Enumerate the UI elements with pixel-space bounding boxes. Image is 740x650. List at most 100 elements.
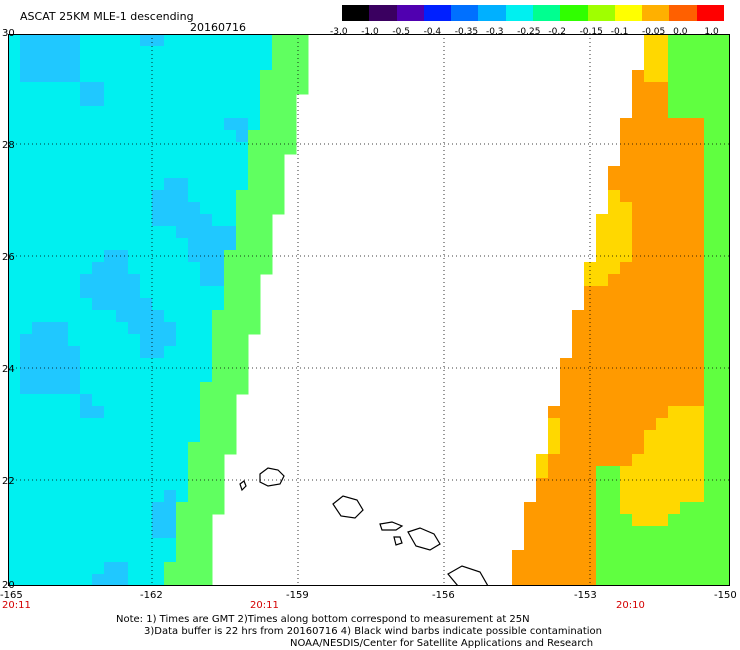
- wind-cell: [32, 238, 45, 251]
- wind-cell: [32, 370, 45, 383]
- wind-cell: [704, 286, 717, 299]
- wind-cell: [212, 94, 225, 107]
- wind-cell: [128, 346, 141, 359]
- wind-cell: [608, 202, 621, 215]
- wind-cell: [20, 286, 33, 299]
- wind-cell: [632, 166, 645, 179]
- wind-cell: [284, 94, 297, 107]
- wind-cell: [116, 70, 129, 83]
- wind-cell: [656, 370, 669, 383]
- wind-cell: [224, 166, 237, 179]
- wind-cell: [692, 70, 705, 83]
- wind-cell: [608, 550, 621, 563]
- map-frame: [8, 34, 730, 586]
- wind-cell: [224, 274, 237, 287]
- wind-cell: [668, 346, 681, 359]
- wind-cell: [68, 70, 81, 83]
- wind-cell: [668, 478, 681, 491]
- wind-cell: [188, 478, 201, 491]
- wind-cell: [176, 430, 189, 443]
- wind-cell: [68, 370, 81, 383]
- wind-cell: [20, 82, 33, 95]
- colorbar-segment: [396, 5, 425, 21]
- wind-cell: [80, 382, 93, 395]
- wind-cell: [188, 190, 201, 203]
- wind-cell: [236, 382, 249, 395]
- wind-cell: [608, 334, 621, 347]
- island-outline: [393, 536, 403, 546]
- wind-cell: [572, 490, 585, 503]
- wind-cell: [32, 286, 45, 299]
- wind-cell: [644, 418, 657, 431]
- wind-cell: [572, 514, 585, 527]
- wind-cell: [188, 562, 201, 575]
- wind-cell: [608, 538, 621, 551]
- wind-cell: [200, 190, 213, 203]
- wind-cell: [200, 82, 213, 95]
- wind-cell: [656, 190, 669, 203]
- wind-cell: [260, 106, 273, 119]
- wind-cell: [32, 562, 45, 575]
- wind-cell: [536, 550, 549, 563]
- wind-cell: [200, 178, 213, 191]
- wind-cell: [560, 430, 573, 443]
- wind-cell: [56, 238, 69, 251]
- wind-cell: [128, 202, 141, 215]
- wind-cell: [716, 538, 729, 551]
- wind-cell: [8, 514, 21, 527]
- wind-cell: [272, 178, 285, 191]
- wind-cell: [68, 286, 81, 299]
- note-line-1: Note: 1) Times are GMT 2)Times along bot…: [116, 614, 530, 625]
- east-swath: [512, 34, 730, 586]
- wind-cell: [128, 178, 141, 191]
- wind-cell: [692, 166, 705, 179]
- wind-cell: [164, 58, 177, 71]
- wind-cell: [260, 214, 273, 227]
- wind-cell: [20, 214, 33, 227]
- wind-cell: [704, 202, 717, 215]
- wind-cell: [212, 238, 225, 251]
- wind-cell: [164, 562, 177, 575]
- wind-cell: [176, 322, 189, 335]
- wind-cell: [164, 166, 177, 179]
- wind-cell: [80, 358, 93, 371]
- wind-cell: [680, 346, 693, 359]
- wind-cell: [164, 154, 177, 167]
- wind-cell: [644, 430, 657, 443]
- wind-cell: [224, 190, 237, 203]
- wind-cell: [620, 226, 633, 239]
- wind-cell: [152, 538, 165, 551]
- wind-cell: [80, 286, 93, 299]
- wind-cell: [140, 406, 153, 419]
- scatterometer-map: [8, 34, 730, 586]
- wind-cell: [140, 190, 153, 203]
- wind-cell: [656, 166, 669, 179]
- wind-cell: [656, 430, 669, 443]
- wind-cell: [644, 82, 657, 95]
- wind-cell: [104, 358, 117, 371]
- wind-cell: [68, 550, 81, 563]
- wind-cell: [632, 502, 645, 515]
- wind-cell: [140, 310, 153, 323]
- wind-cell: [8, 394, 21, 407]
- wind-cell: [548, 550, 561, 563]
- wind-cell: [44, 250, 57, 263]
- wind-cell: [656, 250, 669, 263]
- wind-cell: [548, 514, 561, 527]
- wind-cell: [680, 490, 693, 503]
- wind-cell: [152, 274, 165, 287]
- wind-cell: [188, 34, 201, 47]
- wind-cell: [32, 82, 45, 95]
- wind-cell: [92, 94, 105, 107]
- wind-cell: [224, 334, 237, 347]
- wind-cell: [608, 166, 621, 179]
- wind-cell: [644, 238, 657, 251]
- wind-cell: [716, 478, 729, 491]
- wind-cell: [152, 418, 165, 431]
- wind-cell: [140, 154, 153, 167]
- wind-cell: [104, 370, 117, 383]
- wind-cell: [704, 298, 717, 311]
- wind-cell: [572, 478, 585, 491]
- wind-cell: [44, 154, 57, 167]
- wind-cell: [104, 130, 117, 143]
